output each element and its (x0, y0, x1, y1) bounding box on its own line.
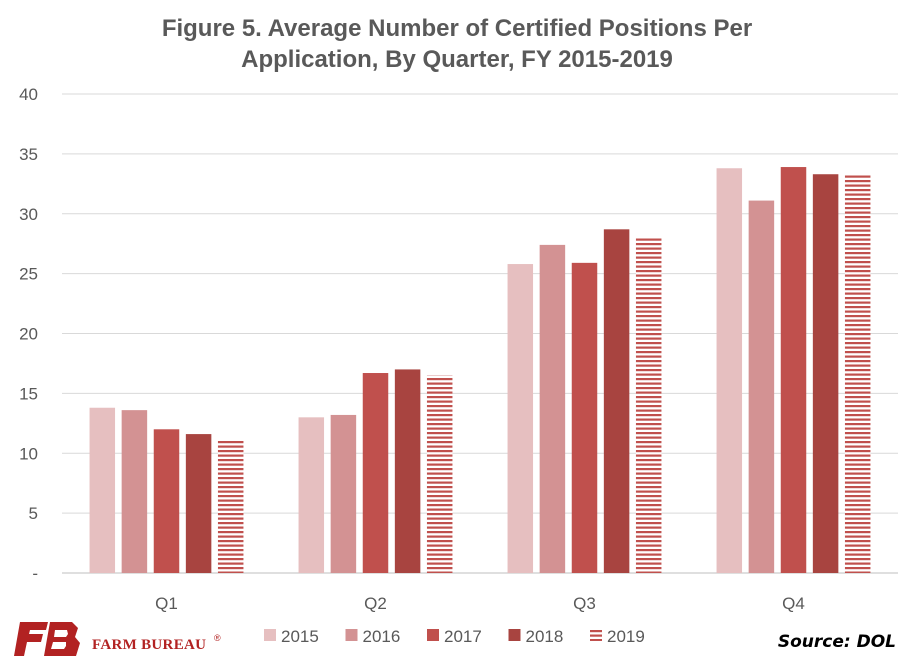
logo-text: FARM BUREAU (92, 637, 206, 653)
fb-logo-icon (14, 622, 80, 656)
farm-bureau-logo: FARM BUREAU ® (14, 622, 221, 656)
y-tick-label: 35 (19, 145, 38, 164)
x-category-label: Q1 (155, 594, 178, 613)
legend: 2015 2016 2017 2018 2019 (264, 627, 645, 646)
bar-2019-Q2 (426, 375, 453, 573)
bar-2019-Q3 (635, 236, 662, 573)
bar-2016-Q4 (748, 200, 775, 573)
legend-swatch-2016 (345, 629, 358, 641)
x-axis-categories: Q1 Q2 Q3 Q4 (155, 594, 805, 613)
bars (89, 167, 871, 574)
legend-label: 2019 (607, 627, 645, 646)
chart-title-line1: Figure 5. Average Number of Certified Po… (162, 15, 752, 42)
bar-2017-Q1 (153, 429, 180, 573)
legend-label: 2015 (281, 627, 319, 646)
bar-2015-Q1 (89, 407, 116, 573)
legend-swatch-2018 (508, 629, 521, 641)
y-tick-label: - (32, 564, 38, 583)
bar-2019-Q1 (217, 440, 244, 573)
legend-label: 2017 (444, 627, 482, 646)
y-tick-label: 25 (19, 265, 38, 284)
bar-2018-Q2 (394, 369, 421, 573)
bar-2015-Q4 (716, 168, 743, 573)
chart-title-line2: Application, By Quarter, FY 2015-2019 (241, 46, 673, 73)
y-tick-label: 40 (19, 85, 38, 104)
legend-label: 2016 (363, 627, 401, 646)
bar-2016-Q3 (539, 244, 566, 573)
source-note: Source: DOL (778, 632, 896, 652)
legend-swatch-2015 (264, 629, 276, 641)
bar-2019-Q4 (844, 175, 871, 573)
y-tick-label: 30 (19, 205, 38, 224)
bar-2018-Q3 (603, 229, 630, 573)
y-tick-label: 20 (19, 325, 38, 344)
bar-2015-Q2 (298, 417, 325, 573)
logo-registered-mark: ® (214, 633, 221, 643)
legend-label: 2018 (526, 627, 564, 646)
bar-2017-Q3 (571, 262, 598, 573)
bar-2017-Q2 (362, 373, 389, 573)
bar-2017-Q4 (780, 167, 807, 574)
y-tick-label: 5 (29, 504, 38, 523)
legend-swatch-2019 (590, 629, 602, 641)
bar-2018-Q4 (812, 174, 839, 574)
bar-2016-Q1 (121, 410, 148, 573)
legend-swatch-2017 (427, 629, 439, 641)
x-category-label: Q4 (782, 594, 805, 613)
x-category-label: Q2 (364, 594, 387, 613)
bar-2016-Q2 (330, 414, 357, 573)
y-tick-label: 15 (19, 384, 38, 403)
x-category-label: Q3 (573, 594, 596, 613)
bar-2018-Q1 (185, 434, 212, 573)
bar-2015-Q3 (507, 264, 534, 573)
y-axis-ticks: 40 35 30 25 20 15 10 5 - (19, 85, 38, 583)
y-tick-label: 10 (19, 444, 38, 463)
